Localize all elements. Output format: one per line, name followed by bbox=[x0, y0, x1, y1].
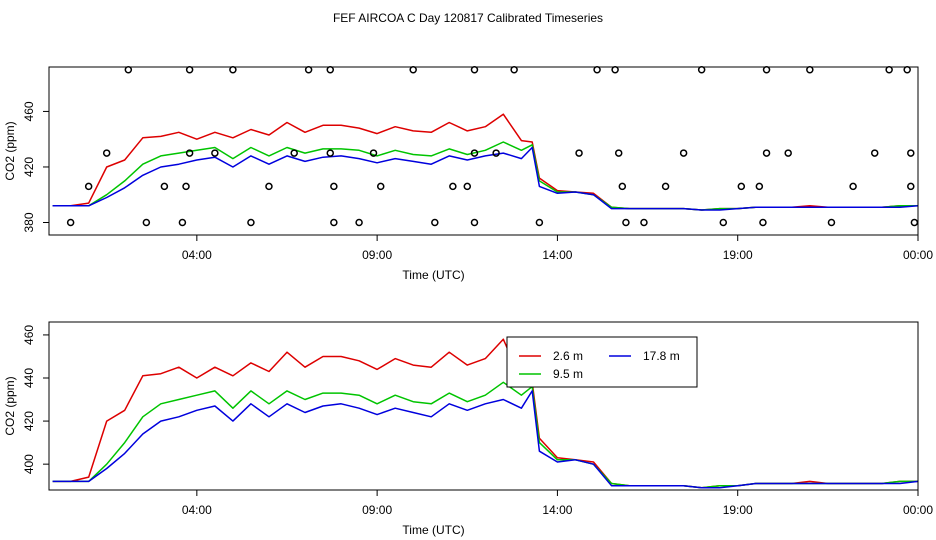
legend-label: 9.5 m bbox=[553, 367, 583, 381]
flag-marker bbox=[640, 218, 648, 227]
bottom-chart-series bbox=[52, 338, 919, 489]
legend: 2.6 m 17.8 m 9.5 m bbox=[506, 336, 698, 388]
flag-marker bbox=[575, 149, 583, 157]
flag-marker bbox=[142, 218, 151, 227]
bottom-chart-x-tick-label: 14:00 bbox=[542, 503, 572, 517]
flag-marker bbox=[290, 149, 298, 157]
flag-marker bbox=[330, 182, 338, 191]
top-chart-frame bbox=[48, 66, 919, 236]
top-chart-x-axis-label: Time (UTC) bbox=[402, 268, 464, 282]
flag-marker bbox=[470, 218, 479, 227]
top-chart: 04:00 09:00 14:00 19:00 00:00 380 420 460 Time … bbox=[3, 66, 933, 282]
flag-marker bbox=[737, 182, 746, 191]
flag-marker bbox=[614, 149, 623, 157]
flag-marker bbox=[102, 149, 111, 157]
bottom-chart-y-tick-label: 400 bbox=[22, 454, 36, 474]
flag-marker bbox=[84, 182, 93, 191]
flag-marker bbox=[622, 218, 630, 227]
legend-box bbox=[506, 336, 698, 388]
flag-marker bbox=[326, 149, 335, 157]
flag-marker bbox=[827, 218, 836, 227]
bottom-chart-x-tick-label: 04:00 bbox=[182, 503, 212, 517]
bottom-chart-frame bbox=[48, 321, 919, 491]
top-chart-y-tick-label: 460 bbox=[22, 101, 36, 121]
figure-title: FEF AIRCOA C Day 120817 Calibrated Times… bbox=[333, 11, 603, 25]
top-chart-x-tick-label: 09:00 bbox=[362, 248, 392, 262]
flag-marker bbox=[870, 149, 879, 157]
bottom-chart-x-tick-label: 09:00 bbox=[362, 503, 392, 517]
flag-marker bbox=[492, 149, 500, 157]
flag-marker bbox=[160, 182, 169, 191]
flag-marker bbox=[449, 182, 457, 191]
top-chart-x-tick-label: 00:00 bbox=[903, 248, 933, 262]
top-chart-x-tick-label: 04:00 bbox=[182, 248, 212, 262]
top-chart-y-tick-label: 380 bbox=[22, 212, 36, 232]
bottom-chart-x-tick-label: 19:00 bbox=[723, 503, 753, 517]
top-chart-x-tick-label: 19:00 bbox=[723, 248, 753, 262]
top-chart-series bbox=[52, 113, 919, 211]
flag-marker bbox=[907, 149, 915, 157]
flag-marker bbox=[247, 218, 255, 227]
flag-marker bbox=[910, 218, 919, 227]
bottom-chart-series-17-8-m bbox=[52, 390, 919, 489]
flag-marker bbox=[759, 218, 767, 227]
flag-marker bbox=[178, 218, 187, 227]
flag-marker bbox=[719, 218, 728, 227]
flag-marker bbox=[211, 149, 219, 157]
bottom-chart: 04:00 09:00 14:00 19:00 00:00 400 420 440 460 Ti… bbox=[3, 321, 933, 537]
top-chart-y-tick-label: 420 bbox=[22, 157, 36, 177]
flag-marker bbox=[784, 149, 792, 157]
flag-marker bbox=[661, 182, 670, 191]
top-chart-x-tick-label: 14:00 bbox=[542, 248, 572, 262]
flag-marker bbox=[185, 149, 194, 157]
flag-marker bbox=[182, 182, 190, 191]
flag-marker bbox=[265, 182, 273, 191]
bottom-chart-x-axis-label: Time (UTC) bbox=[402, 523, 464, 537]
flag-marker bbox=[376, 182, 385, 191]
flag-marker bbox=[755, 182, 764, 191]
top-chart-axes: 04:00 09:00 14:00 19:00 00:00 380 420 460 bbox=[22, 101, 933, 262]
top-chart-series-17-8-m bbox=[52, 146, 919, 211]
bottom-chart-axes: 04:00 09:00 14:00 19:00 00:00 400 420 440 460 bbox=[22, 325, 933, 517]
flag-marker bbox=[355, 218, 363, 227]
flag-marker bbox=[66, 218, 75, 227]
flag-marker bbox=[535, 218, 544, 227]
bottom-chart-x-tick-label: 00:00 bbox=[903, 503, 933, 517]
flag-marker bbox=[762, 149, 771, 157]
flag-marker bbox=[369, 149, 378, 157]
bottom-chart-y-tick-label: 460 bbox=[22, 325, 36, 345]
flag-marker bbox=[330, 218, 338, 227]
legend-label: 2.6 m bbox=[553, 349, 583, 363]
bottom-chart-y-axis-label: CO2 (ppm) bbox=[3, 376, 17, 435]
flag-marker bbox=[470, 149, 479, 157]
flag-marker bbox=[618, 182, 627, 191]
legend-label: 17.8 m bbox=[643, 349, 680, 363]
top-chart-y-axis-label: CO2 (ppm) bbox=[3, 121, 17, 180]
flag-marker bbox=[849, 182, 857, 191]
flag-marker bbox=[679, 149, 688, 157]
bottom-chart-y-tick-label: 440 bbox=[22, 368, 36, 388]
bottom-chart-y-tick-label: 420 bbox=[22, 411, 36, 431]
top-chart-markers bbox=[66, 66, 919, 227]
flag-marker bbox=[907, 182, 915, 191]
flag-marker bbox=[463, 182, 472, 191]
flag-marker bbox=[431, 218, 439, 227]
